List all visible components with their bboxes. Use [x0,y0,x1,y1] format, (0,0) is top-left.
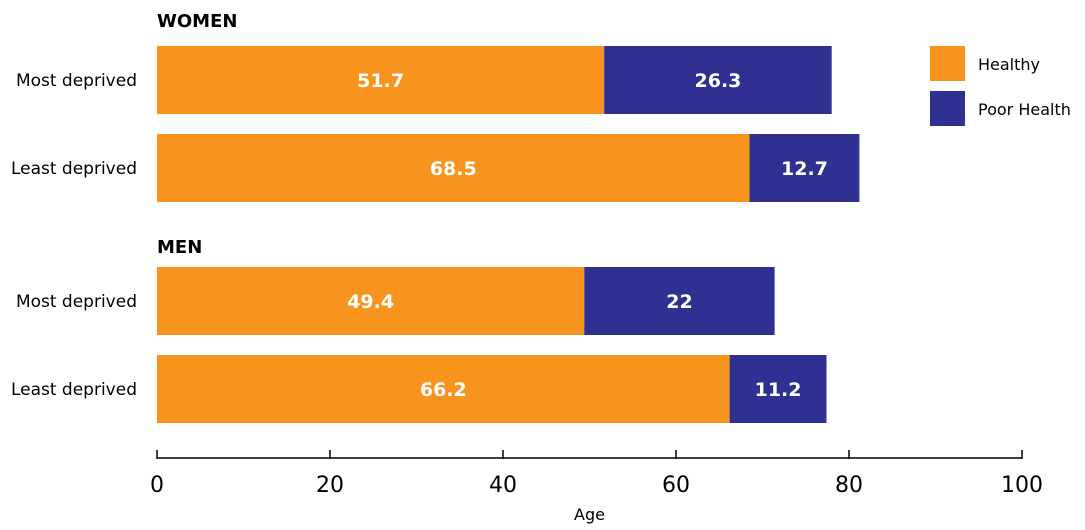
row-label: Least deprived [11,380,137,400]
x-axis-title: Age [574,505,605,524]
legend-label: Healthy [978,55,1040,74]
bar-healthy [157,134,750,202]
bar-value-label: 11.2 [755,379,802,401]
row-label: Least deprived [11,159,137,179]
bar-value-label: 68.5 [430,158,477,180]
legend-swatch [930,46,965,81]
bar-healthy [157,267,585,335]
bar-poor-health [604,46,832,114]
bar-value-label: 22 [666,291,692,313]
bar-poor-health [584,267,775,335]
legend: Healthy Poor Health [930,46,1071,126]
legend-swatch [930,91,965,126]
x-tick-label: 60 [662,473,690,498]
x-tick-label: 20 [316,473,344,498]
bar-value-label: 66.2 [420,379,467,401]
bar-value-label: 51.7 [357,70,404,92]
group-title-women: WOMEN [157,11,237,32]
bar-value-label: 12.7 [781,158,828,180]
bar-poor-health [729,355,827,423]
row-label: Most deprived [16,71,137,91]
bar-value-label: 26.3 [695,70,742,92]
legend-label: Poor Health [978,100,1071,119]
bar-value-label: 49.4 [347,291,394,313]
x-tick-label: 40 [489,473,517,498]
bar-healthy [157,46,605,114]
bar-poor-health [749,134,860,202]
bar-healthy [157,355,730,423]
x-tick-label: 100 [1001,473,1043,498]
row-label: Most deprived [16,292,137,312]
x-tick-label: 80 [835,473,863,498]
x-tick-label: 0 [150,473,164,498]
group-title-men: MEN [157,237,202,258]
